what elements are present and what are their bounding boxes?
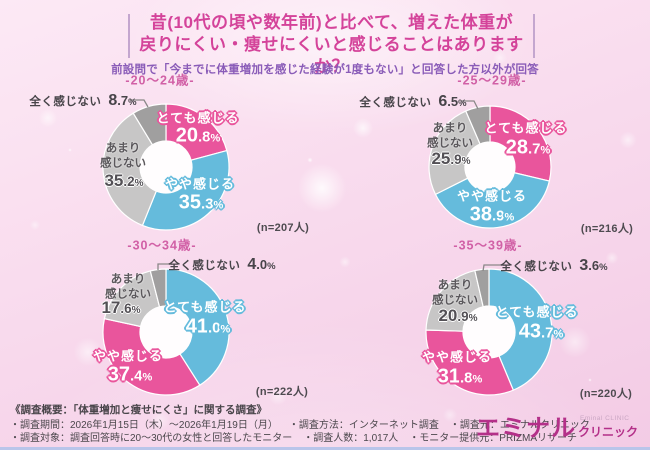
age-group-label: -35〜39歳- xyxy=(453,238,523,253)
callout-line xyxy=(157,263,172,270)
page-title: 昔(10代の頃や数年前)と比べて、増えた体重が 戻りにくい・痩せにくいと感じるこ… xyxy=(128,12,535,78)
callout-line xyxy=(130,99,149,108)
slice-label-とても感じる: とても感じる xyxy=(156,110,240,126)
age-group-label: -30〜34歳- xyxy=(127,238,197,253)
survey-details-row-1: ・調査期間：2026年1月15日（木）〜2026年1月19日（月） ・調査方法：イ… xyxy=(10,416,590,431)
slice-value-あまり感じない: 35.2% xyxy=(104,171,144,190)
sample-size-label: (n=216人) xyxy=(580,223,634,235)
slice-value-全く感じない: 8.7% xyxy=(108,92,137,109)
survey-detail-2: ・調査方法：インターネット調査 xyxy=(288,420,439,431)
donut-hole xyxy=(465,142,515,192)
donut-hole xyxy=(140,306,192,358)
survey-detail-b-2: ・調査人数：1,017人 xyxy=(303,433,399,444)
title-line-2: 戻りにくい・痩せにくいと感じることはありますか？ xyxy=(139,35,524,76)
slice-label-やや感じる: やや感じる xyxy=(456,188,528,204)
donut-chart-1 xyxy=(102,103,230,231)
survey-detail-b-1: ・調査対象：調査回答時に20〜30代の女性と回答したモニター xyxy=(10,433,293,444)
survey-details-row-2: ・調査対象：調査回答時に20〜30代の女性と回答したモニター ・調査人数：1,01… xyxy=(10,429,577,444)
slice-label-あまり感じない: あまり 感じない xyxy=(432,279,478,306)
slice-label-全く感じない: 全く感じない xyxy=(168,260,241,272)
sample-size-label: (n=220人) xyxy=(579,388,633,400)
brand-logo: エミナル Eminal CLINIC クリニック xyxy=(476,408,638,443)
slice-value-とても感じる: 43.7% xyxy=(518,320,564,343)
brand-logo-main: エミナル xyxy=(475,415,576,442)
sample-size-label: (n=222人) xyxy=(255,386,309,398)
brand-logo-english: Eminal CLINIC xyxy=(579,415,630,422)
slice-label-やや感じる: やや感じる xyxy=(421,349,493,365)
donut-chart-3 xyxy=(102,268,230,396)
slice-label-やや感じる: やや感じる xyxy=(164,176,236,192)
slice-value-やや感じる: 38.9% xyxy=(469,203,515,226)
title-right-bar xyxy=(533,14,535,58)
slice-value-あまり感じない: 20.9% xyxy=(438,306,478,325)
callout-line xyxy=(482,264,506,272)
slice-value-とても感じる: 41.0% xyxy=(185,315,231,338)
age-group-label: -20〜24歳- xyxy=(125,73,195,88)
slice-value-全く感じない: 4.0% xyxy=(247,256,276,273)
slice-label-全く感じない: 全く感じない xyxy=(500,261,573,273)
donut-chart-2 xyxy=(428,105,552,229)
brand-logo-sub: クリニック xyxy=(577,425,638,439)
slice-label-やや感じる: やや感じる xyxy=(92,348,164,364)
title-block: 昔(10代の頃や数年前)と比べて、増えた体重が 戻りにくい・痩せにくいと感じるこ… xyxy=(128,12,535,78)
slice-value-あまり感じない: 25.9% xyxy=(431,149,471,168)
slice-value-全く感じない: 6.5% xyxy=(438,93,467,110)
donut-chart-4 xyxy=(425,268,553,396)
donut-hole xyxy=(140,141,192,193)
slice-value-やや感じる: 31.8% xyxy=(437,365,483,388)
bottom-divider xyxy=(0,447,650,450)
subtitle-note: 前設問で「今までに体重増加を感じた経験が1度もない」と回答した方以外が回答 xyxy=(111,64,539,76)
slice-label-とても感じる: とても感じる xyxy=(163,299,247,315)
slice-value-全く感じない: 3.6% xyxy=(579,257,608,274)
slice-callout-全く感じない: 全く感じない 8.7% xyxy=(29,92,136,110)
survey-overview: 《調査概要：「体重増加と痩せにくさ」に関する調査》 xyxy=(10,404,268,416)
title-left-bar xyxy=(128,14,130,58)
slice-value-やや感じる: 35.3% xyxy=(178,191,224,214)
slice-value-あまり感じない: 17.6% xyxy=(101,298,141,317)
age-group-label: -25〜29歳- xyxy=(457,73,527,88)
slice-label-あまり感じない: あまり 感じない xyxy=(427,122,473,149)
callout-line xyxy=(461,100,479,110)
slice-label-全く感じない: 全く感じない xyxy=(29,96,102,108)
slice-value-とても感じる: 20.8% xyxy=(175,124,221,147)
survey-detail-3: ・調査元：エミナルクリニック xyxy=(449,420,590,431)
slice-callout-全く感じない: 全く感じない 3.6% xyxy=(500,257,607,275)
slice-label-あまり感じない: あまり 感じない xyxy=(100,142,146,169)
slice-callout-全く感じない: 全く感じない 6.5% xyxy=(359,93,466,111)
sample-size-label: (n=207人) xyxy=(256,222,310,234)
survey-detail-b-3: ・モニター提供元：PRIZMAリサーチ xyxy=(409,433,578,444)
slice-value-とても感じる: 28.7% xyxy=(505,136,551,159)
slice-callout-全く感じない: 全く感じない 4.0% xyxy=(168,256,275,274)
slice-label-とても感じる: とても感じる xyxy=(495,304,579,320)
title-line-1: 昔(10代の頃や数年前)と比べて、増えた体重が xyxy=(149,13,514,32)
slice-label-全く感じない: 全く感じない xyxy=(359,97,432,109)
donut-hole xyxy=(463,306,515,358)
survey-detail-1: ・調査期間：2026年1月15日（木）〜2026年1月19日（月） xyxy=(10,420,278,431)
slice-label-とても感じる: とても感じる xyxy=(484,120,568,136)
slice-value-やや感じる: 37.4% xyxy=(107,363,153,386)
slice-label-あまり感じない: あまり 感じない xyxy=(105,273,151,300)
